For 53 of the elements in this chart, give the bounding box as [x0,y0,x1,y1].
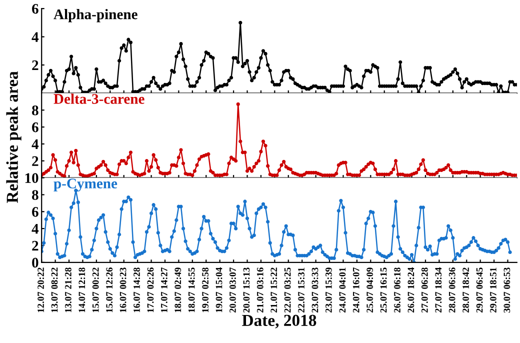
x-tick-label: 25.07 16:15 [380,268,387,313]
x-tick-label: 18.07 02:49 [174,268,182,312]
x-tick-label: 28.07 18:42 [462,268,470,313]
x-tick-label: 13.07 08:22 [51,268,58,312]
x-tick-label: 24.07 04:01 [339,268,346,313]
x-tick-label: 17.07 02:26 [147,268,154,312]
x-tick-label: 30.07 06:53 [504,268,510,313]
y-tick-label: 6 [32,4,38,14]
x-tick-label: 26.07 06:18 [394,268,400,313]
x-tick-label: 17.07 14:27 [160,267,168,312]
x-tick-label: 22.07 03:25 [284,268,291,313]
y-tick-label: 2 [32,240,38,251]
x-tick-label: 14.07 12:18 [78,268,86,312]
x-tick-label: 27.07 06:28 [421,268,428,313]
x-tick-label: 23.07 03:33 [312,268,318,313]
x-tick-label: 21.07 15:22 [270,268,278,313]
x-tick-label: 12.07 20:22 [38,268,44,312]
y-axis-title: Relative peak area [6,71,22,203]
x-tick-label: 20.07 03:07 [230,267,236,313]
x-tick-label: 27.07 18:34 [435,267,442,313]
y-tick-label: 10 [25,173,38,183]
x-tick-label: 19.07 02:58 [202,268,209,312]
y-tick-label: 2 [32,156,38,166]
x-tick-label: 28.07 06:36 [448,268,456,313]
y-tick-label: 6 [32,122,38,132]
y-tick-label: 6 [32,207,38,217]
x-tick-label: 18.07 14:55 [188,268,195,312]
x-tick-label: 15.07 00:22 [92,268,99,312]
x-tick-label: 26.07 18:24 [408,267,414,313]
y-tick-label: 0 [32,258,38,268]
y-tick-label: 2 [32,60,38,70]
x-tick-label: 29.07 06:45 [476,268,483,313]
series-label: Alpha-pinene [54,9,138,22]
y-tick-label: 4 [32,139,39,150]
text: Delta-3-carene [54,94,144,104]
x-tick-label: 16.07 14:28 [134,268,140,312]
x-tick-label: 15.07 12:26 [106,268,113,312]
x-tick-label: 24.07 16:07 [352,267,360,313]
y-tick-label: 4 [32,32,39,42]
x-tick-label: 25.07 04:09 [366,268,374,313]
x-tick-label: 21.07 03:16 [256,268,264,313]
y-tick-label: 4 [32,224,39,234]
x-tick-label: 19.07 15:04 [216,267,222,312]
x-tick-label: 22.07 15:31 [298,268,304,313]
x-axis-title: Date, 2018 [242,314,316,328]
x-tick-label: 13.07 21:28 [65,268,72,312]
y-tick-label: 8 [32,190,38,200]
x-tick-label: 16.07 00:23 [120,268,126,312]
x-tick-label: 20.07 15:13 [243,268,250,313]
x-tick-label: 23.07 15:39 [326,268,332,313]
x-tick-label: 29.07 18:51 [490,268,496,313]
series-label: p-Cymene [54,178,118,192]
y-tick-label: 8 [32,105,38,116]
